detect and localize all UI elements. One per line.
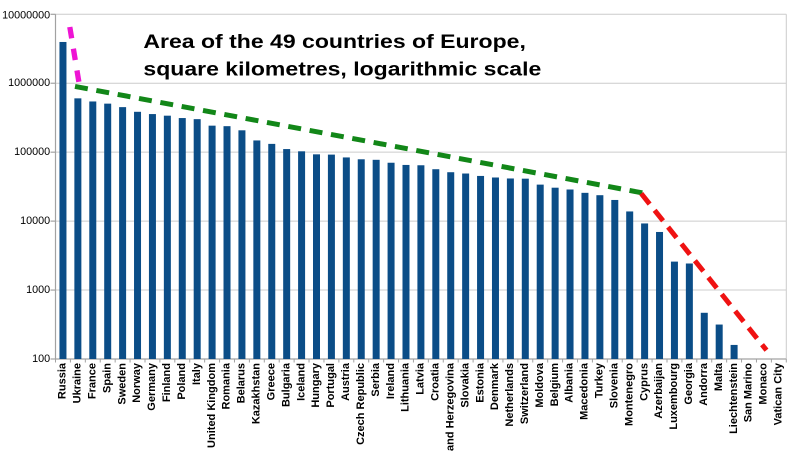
- svg-text:Austria: Austria: [340, 362, 352, 401]
- svg-text:Iceland: Iceland: [295, 363, 307, 401]
- svg-text:Turkey: Turkey: [594, 362, 606, 398]
- svg-text:Kazakhstan: Kazakhstan: [251, 363, 263, 424]
- svg-text:Malta: Malta: [713, 362, 725, 391]
- svg-text:Macedonia: Macedonia: [579, 362, 591, 420]
- svg-text:Croatia: Croatia: [430, 362, 442, 401]
- svg-text:Monaco: Monaco: [758, 363, 770, 405]
- svg-text:Romania: Romania: [221, 362, 233, 409]
- svg-text:Sweden: Sweden: [116, 363, 128, 405]
- svg-text:Belarus: Belarus: [236, 363, 248, 403]
- svg-text:Georgia: Georgia: [683, 362, 695, 404]
- svg-text:Germany: Germany: [146, 362, 158, 411]
- svg-text:Estonia: Estonia: [474, 362, 486, 403]
- svg-text:Luxembourg: Luxembourg: [668, 363, 680, 430]
- svg-text:10000: 10000: [20, 215, 50, 227]
- svg-text:Belgium: Belgium: [549, 363, 561, 407]
- svg-text:1000: 1000: [26, 284, 50, 296]
- svg-text:Vatican City: Vatican City: [773, 362, 785, 425]
- svg-text:Montenegro: Montenegro: [623, 363, 635, 426]
- svg-text:Ukraine: Ukraine: [72, 363, 84, 403]
- svg-text:Denmark: Denmark: [489, 362, 501, 410]
- svg-text:Slovenia: Slovenia: [608, 362, 620, 408]
- svg-text:Slovakia: Slovakia: [459, 362, 471, 408]
- svg-text:10000000: 10000000: [2, 9, 50, 21]
- svg-text:Bosnia and Herzegovina: Bosnia and Herzegovina: [444, 362, 456, 453]
- svg-text:Moldova: Moldova: [534, 362, 546, 407]
- svg-text:100: 100: [32, 353, 50, 365]
- svg-text:Italy: Italy: [191, 362, 203, 385]
- svg-text:Azerbaijan: Azerbaijan: [653, 363, 665, 419]
- svg-text:Lithuania: Lithuania: [400, 362, 412, 412]
- svg-text:United Kingdom: United Kingdom: [206, 363, 218, 448]
- svg-text:100000: 100000: [14, 146, 50, 158]
- svg-text:Albania: Albania: [564, 362, 576, 403]
- svg-text:Spain: Spain: [101, 363, 113, 393]
- svg-text:Portugal: Portugal: [325, 363, 337, 408]
- svg-text:France: France: [86, 363, 98, 399]
- svg-text:square kilometres, logarithmic: square kilometres, logarithmic scale: [143, 59, 541, 80]
- svg-text:1000000: 1000000: [8, 77, 50, 89]
- svg-text:Netherlands: Netherlands: [504, 363, 516, 427]
- svg-text:Area of the 49 countries of Eu: Area of the 49 countries of Europe,: [143, 32, 525, 53]
- svg-text:Hungary: Hungary: [310, 362, 322, 408]
- svg-text:Serbia: Serbia: [370, 362, 382, 397]
- svg-text:Latvia: Latvia: [415, 362, 427, 395]
- svg-text:Poland: Poland: [176, 363, 188, 400]
- svg-text:Czech Republic: Czech Republic: [355, 363, 367, 445]
- svg-text:Greece: Greece: [265, 363, 277, 400]
- svg-text:Russia: Russia: [57, 362, 69, 399]
- svg-text:Switzerland: Switzerland: [519, 363, 531, 424]
- svg-text:Norway: Norway: [131, 362, 143, 403]
- svg-text:Bulgaria: Bulgaria: [280, 362, 292, 407]
- svg-text:San Marino: San Marino: [743, 363, 755, 423]
- svg-text:Andorra: Andorra: [698, 362, 710, 406]
- svg-text:Liechtenstein: Liechtenstein: [728, 363, 740, 434]
- svg-text:Cyprus: Cyprus: [638, 363, 650, 401]
- svg-text:Ireland: Ireland: [385, 363, 397, 399]
- svg-text:Finland: Finland: [161, 363, 173, 402]
